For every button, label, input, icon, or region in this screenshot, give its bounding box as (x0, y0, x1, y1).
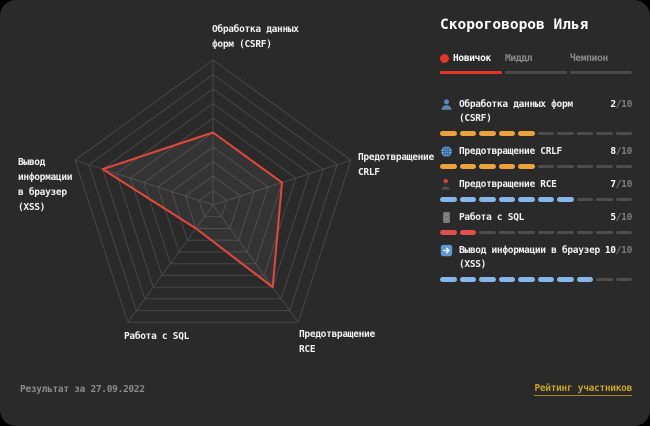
bar-segment (537, 231, 554, 234)
bar-segment (615, 231, 632, 234)
skill-progress-bar (440, 277, 632, 282)
bar-segment (557, 132, 574, 135)
skill-label: Предотвращение RCE (459, 179, 557, 190)
skill-row: Предотвращение CRLF 8/10 (440, 145, 632, 169)
bar-segment (557, 165, 574, 168)
bar-segment (479, 277, 496, 282)
skill-score: 5/10 (610, 212, 632, 223)
bar-segment (518, 231, 535, 234)
tab-label: Чемпион (570, 53, 608, 64)
bar-segment (459, 277, 476, 282)
bar-segment (459, 164, 476, 169)
skill-label: Предотвращение CRLF (459, 146, 562, 157)
skill-row: Работа с SQL 5/10 (440, 211, 632, 235)
bar-segment (596, 198, 613, 201)
skill-progress-bar (440, 230, 632, 235)
file-cabinet-icon (440, 211, 453, 224)
skills-list: Обработка данных форм (CSRF) 2/10 Предот… (440, 98, 632, 282)
skill-progress-bar (440, 131, 632, 136)
bar-segment (596, 132, 613, 135)
skill-row: Обработка данных форм (CSRF) 2/10 (440, 98, 632, 136)
skill-score: 2/10 (610, 99, 632, 110)
bar-segment (479, 164, 496, 169)
skill-label: Обработка данных форм (CSRF) (459, 99, 573, 124)
bar-segment (596, 165, 613, 168)
radar-chart (74, 59, 352, 323)
skill-row: Предотвращение RCE 7/10 (440, 178, 632, 202)
bar-segment (537, 132, 554, 135)
tab-underline (440, 71, 502, 74)
bar-segment (459, 131, 476, 136)
joystick-icon (440, 178, 453, 191)
skill-label: Работа с SQL (459, 212, 525, 223)
bar-segment (459, 197, 476, 202)
bar-segment (479, 231, 496, 234)
arrow-right-icon (440, 244, 453, 257)
skill-score: 7/10 (610, 179, 632, 190)
skill-score: 10/10 (604, 245, 632, 256)
bar-segment (537, 197, 554, 202)
bar-segment (498, 277, 515, 282)
bar-segment (557, 277, 574, 282)
bar-segment (518, 131, 535, 136)
rating-link[interactable]: Рейтинг участников (534, 383, 632, 396)
bar-segment (518, 277, 535, 282)
bar-segment (596, 231, 613, 234)
bar-segment (518, 164, 535, 169)
tab-label: Новичок (453, 53, 491, 64)
tab-underline (570, 71, 632, 74)
bar-segment (576, 132, 593, 135)
bar-segment (576, 165, 593, 168)
bar-segment (615, 132, 632, 135)
axis-label-sql: Работа с SQL (124, 331, 190, 342)
bar-segment (615, 198, 632, 201)
bar-segment (498, 197, 515, 202)
bar-segment (537, 165, 554, 168)
profile-name: Скороговоров Илья (440, 17, 589, 33)
bar-segment (479, 131, 496, 136)
axis-label-csrf: Обработка данных форм (CSRF) (212, 24, 299, 50)
bar-segment (537, 277, 554, 282)
bar-segment (615, 278, 632, 281)
bar-segment (498, 131, 515, 136)
axis-label-crlf: Предотвращение CRLF (358, 152, 434, 178)
bar-segment (459, 230, 476, 235)
bar-segment (518, 197, 535, 202)
bar-segment (498, 231, 515, 234)
tab-champion[interactable]: Чемпион (570, 52, 632, 74)
skill-score: 8/10 (610, 146, 632, 157)
skill-row: Вывод информации в браузер (XSS) 10/10 (440, 244, 632, 282)
bar-segment (440, 131, 457, 136)
tab-underline (505, 71, 567, 74)
tab-label: Миддл (505, 53, 533, 64)
bar-segment (440, 277, 457, 282)
skill-progress-bar (440, 164, 632, 169)
level-dot-icon (440, 54, 449, 63)
skill-label: Вывод информации в браузер (XSS) (459, 245, 600, 270)
bar-segment (557, 197, 574, 202)
skill-progress-bar (440, 197, 632, 202)
person-icon (440, 98, 453, 111)
bar-segment (440, 230, 457, 235)
bar-segment (576, 231, 593, 234)
bar-segment (576, 277, 593, 282)
bar-segment (576, 198, 593, 201)
bar-segment (440, 197, 457, 202)
bar-segment (498, 164, 515, 169)
bar-segment (479, 197, 496, 202)
result-date-label: Результат за 27.09.2022 (20, 384, 145, 395)
radar-chart-area: Обработка данных форм (CSRF) Предотвраще… (18, 24, 434, 355)
bar-segment (615, 165, 632, 168)
axis-label-xss: Вывод информации в браузер (XSS) (18, 157, 73, 213)
bar-segment (440, 164, 457, 169)
level-tabs: Новичок Миддл Чемпион (440, 52, 632, 74)
axis-label-rce: Предотвращение RCE (299, 329, 375, 355)
bar-segment (557, 231, 574, 234)
globe-icon (440, 145, 453, 158)
bar-segment (596, 278, 613, 281)
tab-middle[interactable]: Миддл (505, 52, 567, 74)
tab-novice[interactable]: Новичок (440, 52, 502, 74)
profile-panel: Скороговоров Илья Новичок Миддл Чемпион … (440, 17, 632, 291)
